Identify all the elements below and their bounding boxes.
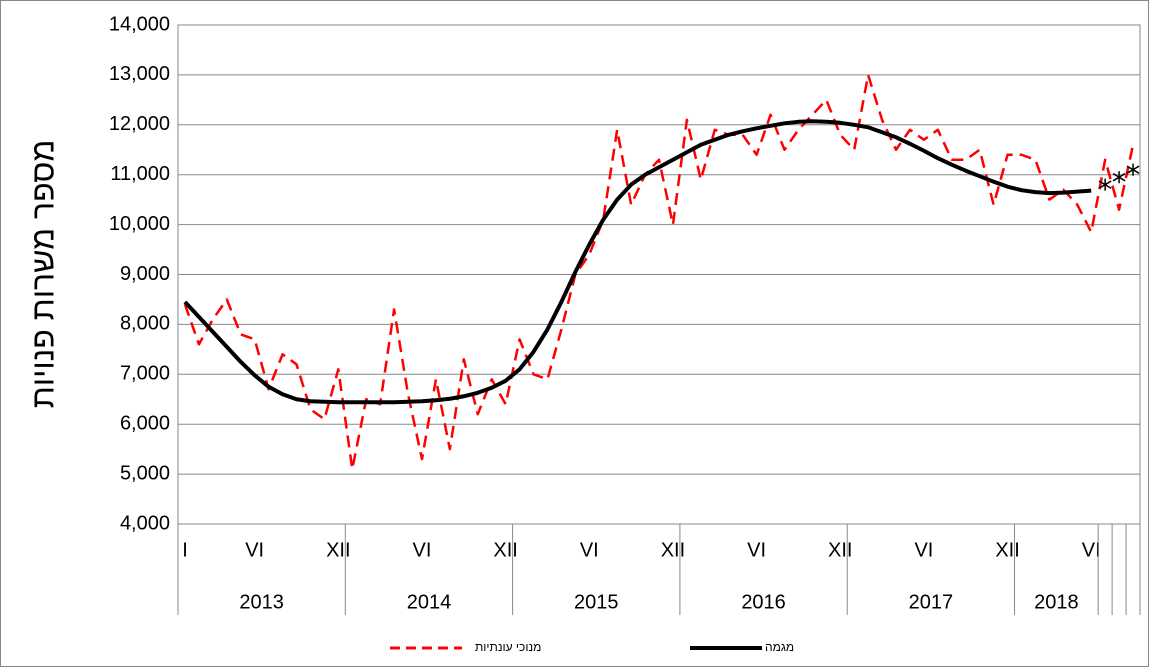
- year-label: 2015: [574, 591, 619, 613]
- legend-label: מגמה: [765, 640, 794, 654]
- y-tick-label: 10,000: [109, 213, 170, 235]
- y-tick-label: 8,000: [120, 313, 170, 335]
- y-tick-label: 4,000: [120, 512, 170, 534]
- x-tick-label: XII: [493, 539, 517, 561]
- y-tick-label: 7,000: [120, 363, 170, 385]
- y-tick-label: 12,000: [109, 113, 170, 135]
- year-label: 2018: [1034, 591, 1079, 613]
- x-tick-label: VI: [1082, 539, 1101, 561]
- legend-label: מנוכי עונתיות: [475, 640, 541, 654]
- asterisk-marker: [1126, 163, 1140, 176]
- x-tick-label: XII: [828, 539, 852, 561]
- x-tick-label: XII: [995, 539, 1019, 561]
- x-tick-label: VI: [580, 539, 599, 561]
- y-axis-label: מספר משרות פנויות: [24, 140, 60, 409]
- x-tick-label: XII: [661, 539, 685, 561]
- y-tick-label: 11,000: [110, 163, 170, 185]
- y-tick-label: 9,000: [120, 263, 170, 285]
- asterisk-marker: [1112, 171, 1126, 184]
- y-tick-label: 5,000: [120, 462, 170, 484]
- asterisk-stroke: [1098, 180, 1112, 189]
- year-label: 2013: [239, 591, 284, 613]
- y-tick-label: 13,000: [109, 63, 170, 85]
- x-tick-label: VI: [747, 539, 766, 561]
- asterisk-marker: [1098, 178, 1112, 191]
- y-tick-label: 14,000: [109, 13, 170, 35]
- year-label: 2017: [909, 591, 954, 613]
- y-tick-label: 6,000: [120, 412, 170, 434]
- plot-border: [177, 24, 1141, 525]
- year-label: 2016: [741, 591, 786, 613]
- year-label: 2014: [407, 591, 452, 613]
- x-tick-label: I: [182, 539, 188, 561]
- x-tick-label: VI: [245, 539, 264, 561]
- asterisk-stroke: [1112, 172, 1126, 182]
- asterisk-stroke: [1126, 165, 1140, 174]
- x-tick-label: XII: [326, 539, 350, 561]
- x-tick-label: VI: [413, 539, 432, 561]
- x-tick-label: VI: [914, 539, 933, 561]
- series-line: [183, 119, 1092, 405]
